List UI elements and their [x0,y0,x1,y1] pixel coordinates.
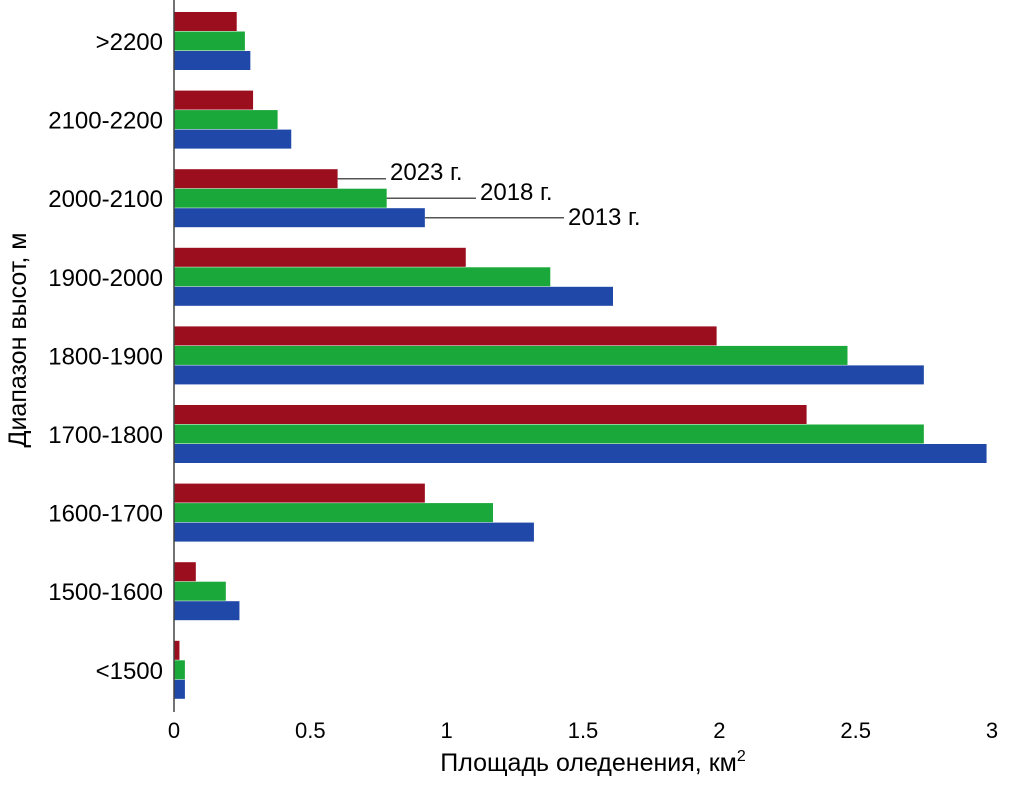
category-labels: >2200 2100-2200 2000-2100 1900-2000 1800-190… [48,29,163,685]
bar-7-2 [174,601,240,621]
category-label: 1700-1800 [48,422,163,449]
x-axis-title-superscript: 2 [737,748,746,765]
bar-2-2 [174,208,425,228]
annotation-label: 2023 г. [390,159,463,186]
bar-3-0 [174,247,466,267]
bar-4-0 [174,326,717,346]
bar-6-1 [174,503,494,523]
bar-8-0 [174,640,180,660]
annotation-label: 2018 г. [480,179,553,206]
x-tick-label: 2.5 [840,718,871,743]
bar-8-2 [174,679,185,699]
category-label: <1500 [96,658,163,685]
bar-4-2 [174,365,924,385]
bar-2-0 [174,169,338,189]
bars-group [174,12,987,699]
category-label: 1900-2000 [48,265,163,292]
category-label: 1500-1600 [48,579,163,606]
bar-3-1 [174,267,551,287]
annotations: 2023 г. 2018 г. 2013 г. [337,159,641,231]
x-tick-label: 1.5 [568,718,599,743]
category-label: 1800-1900 [48,343,163,370]
bar-2-1 [174,188,387,208]
x-axis-title-text: Площадь оледенения, км [440,749,737,777]
bar-8-1 [174,660,185,680]
bar-5-2 [174,444,987,463]
annotation-label: 2013 г. [568,204,641,231]
bar-7-1 [174,581,226,601]
bar-3-2 [174,286,613,306]
x-axis-title: Площадь оледенения, км2 [440,748,746,777]
bar-6-2 [174,522,534,542]
category-label: >2200 [96,29,163,56]
bar-6-0 [174,483,425,503]
x-tick-labels: 0 0.5 1 1.5 2 2.5 3 [168,718,998,743]
bar-7-0 [174,562,196,582]
x-tick-label: 3 [986,718,998,743]
bar-1-1 [174,110,278,130]
bar-5-0 [174,405,807,424]
bar-1-2 [174,129,292,149]
bar-1-0 [174,90,254,110]
category-label: 1600-1700 [48,501,163,528]
y-axis-title: Диапазон высот, м [4,233,32,448]
x-tick-label: 0.5 [295,718,326,743]
x-tick-label: 1 [441,718,453,743]
bar-4-1 [174,345,848,365]
bar-5-1 [174,424,924,444]
bar-0-2 [174,51,251,70]
bar-0-1 [174,31,245,51]
x-tick-label: 2 [713,718,725,743]
x-tick-label: 0 [168,718,180,743]
category-label: 2100-2200 [48,108,163,135]
category-label: 2000-2100 [48,186,163,213]
bar-0-0 [174,12,237,31]
